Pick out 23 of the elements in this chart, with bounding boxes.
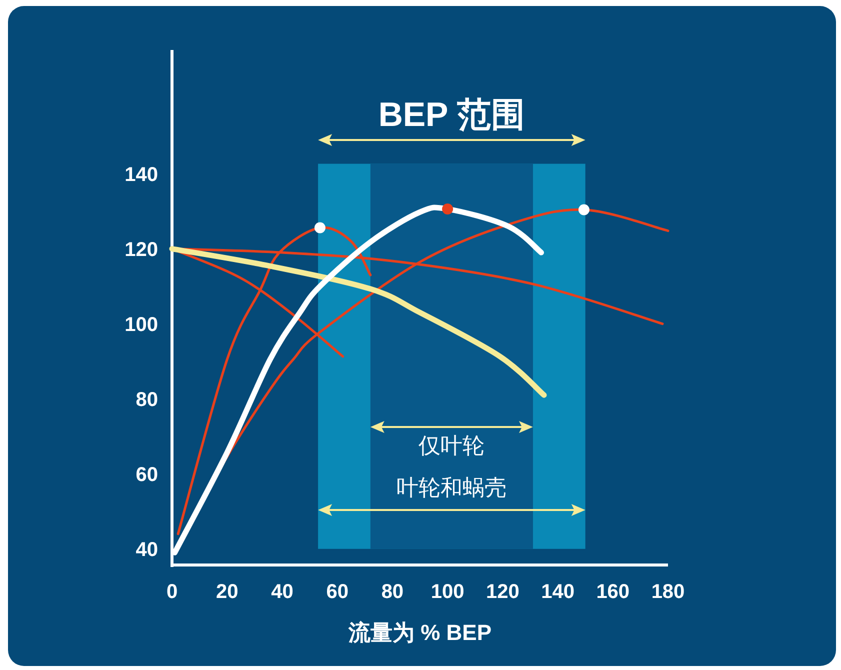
point xyxy=(578,204,590,216)
y-tick-label: 120 xyxy=(124,238,158,261)
x-tick-label: 140 xyxy=(541,581,574,603)
x-tick-label: 180 xyxy=(651,581,685,603)
y-tick-label: 100 xyxy=(124,314,158,336)
x-tick-label: 40 xyxy=(271,581,294,603)
x-axis-title: 流量为 % BEP xyxy=(347,620,492,645)
text: BEP 范围 xyxy=(378,96,526,134)
band-label: 仅叶轮 xyxy=(418,433,485,458)
x-tick-label: 80 xyxy=(381,581,404,603)
y-tick-label: 140 xyxy=(124,164,158,186)
x-tick-label: 60 xyxy=(326,581,348,603)
point xyxy=(442,204,454,215)
point xyxy=(314,222,326,234)
x-tick-label: 120 xyxy=(486,581,520,603)
x-tick-label: 0 xyxy=(166,581,178,603)
y-tick-label: 60 xyxy=(136,464,158,486)
y-tick-label: 40 xyxy=(136,538,158,561)
y-tick-label: 80 xyxy=(136,388,158,411)
x-tick-label: 100 xyxy=(430,581,464,603)
x-tick-label: 20 xyxy=(216,581,238,603)
x-tick-label: 160 xyxy=(596,581,630,603)
band-label: 叶轮和蜗壳 xyxy=(396,475,507,500)
